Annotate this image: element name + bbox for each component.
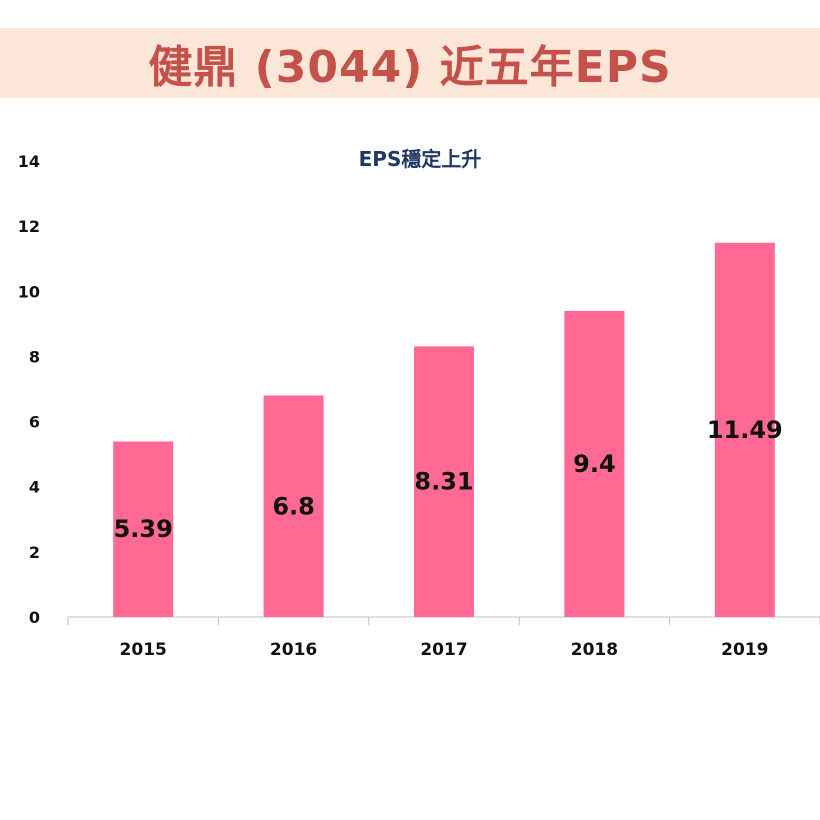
- page-title: 健鼎 (3044) 近五年EPS: [148, 42, 672, 93]
- x-tick-label: 2015: [120, 640, 167, 660]
- x-axis: 2015 2016 2017 2018 2019: [67, 616, 820, 660]
- y-tick-label: 10: [18, 282, 40, 301]
- x-tick-label: 2016: [270, 640, 317, 660]
- bars: [113, 242, 775, 618]
- y-tick-label: 14: [18, 152, 40, 171]
- x-tick-label: 2019: [721, 640, 768, 660]
- data-label-2016: 6.8: [272, 492, 315, 520]
- y-tick-label: 2: [29, 543, 40, 562]
- y-tick-label: 8: [29, 347, 40, 366]
- bar-2018: [564, 310, 625, 617]
- bar-2015: [113, 441, 174, 617]
- bar-2019: [714, 242, 775, 618]
- y-tick-label: 12: [18, 217, 40, 236]
- y-tick-label: 4: [29, 478, 40, 497]
- x-tick-label: 2018: [571, 640, 618, 660]
- chart-title: EPS穩定上升: [359, 147, 482, 171]
- data-label-2015: 5.39: [114, 515, 173, 543]
- data-label-2019: 11.49: [707, 416, 783, 444]
- data-label-2018: 9.4: [573, 450, 616, 478]
- y-tick-label: 0: [29, 608, 40, 627]
- x-tick-label: 2017: [420, 640, 467, 660]
- title-banner: 健鼎 (3044) 近五年EPS: [0, 28, 820, 98]
- bar-2017: [414, 346, 474, 617]
- bar-2016: [263, 395, 324, 617]
- y-axis: 0 2 4 6 8 10 12 14: [18, 152, 40, 627]
- data-label-2017: 8.31: [414, 468, 473, 496]
- data-labels: 5.39 6.8 8.31 9.4 11.49: [114, 416, 783, 543]
- y-tick-label: 6: [29, 413, 40, 432]
